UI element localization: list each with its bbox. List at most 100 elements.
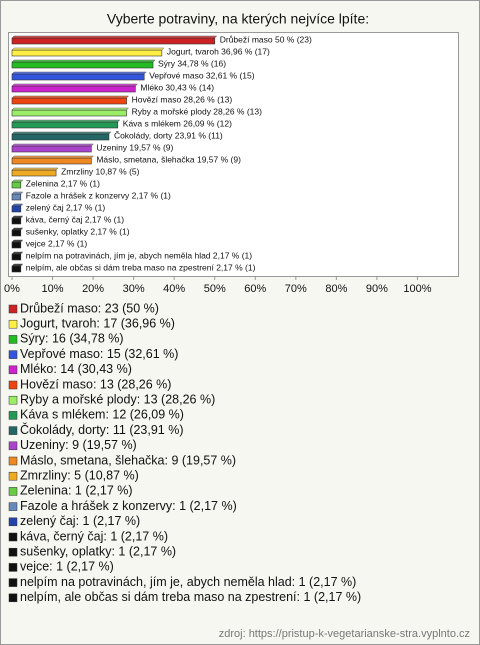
- legend-swatch: [8, 335, 18, 344]
- bar-top: [11, 215, 24, 219]
- legend-label: Fazole a hrášek z konzervy: 1 (2,17 %): [20, 499, 237, 513]
- bar: [11, 49, 163, 57]
- bar-label: Čokolády, dorty 23,91 % (11): [114, 130, 223, 140]
- bar-label: Mléko 30,43 % (14): [140, 82, 214, 92]
- x-tick-label: 40%: [163, 283, 185, 295]
- bar: [11, 73, 145, 81]
- bar: [11, 109, 127, 117]
- x-tick-label: 50%: [204, 283, 226, 295]
- bar: [11, 229, 22, 237]
- legend-label: Káva s mlékem: 12 (26,09 %): [20, 408, 184, 422]
- legend-swatch: [8, 441, 18, 451]
- legend-label: Drůbeží maso: 23 (50 %): [20, 301, 159, 315]
- bar-top: [11, 167, 59, 171]
- legend-swatch: [8, 487, 18, 496]
- bar-top: [11, 143, 94, 147]
- legend-label: Čokolády, dorty: 11 (23,91 %): [20, 422, 184, 437]
- legend-label: Máslo, smetana, šlehačka: 9 (19,57 %): [20, 453, 236, 467]
- legend-label: Hovězí maso: 13 (28,26 %): [20, 377, 171, 391]
- bar-top: [11, 71, 147, 75]
- legend-swatch: [8, 471, 18, 481]
- bar: [11, 133, 110, 141]
- bar-top: [11, 251, 24, 255]
- bar-label: Máslo, smetana, šlehačka 19,57 % (9): [96, 154, 241, 164]
- bar-top: [11, 35, 218, 39]
- bar-top: [11, 47, 165, 51]
- legend-label: sušenky, oplatky: 1 (2,17 %): [20, 544, 176, 558]
- bar: [11, 193, 22, 201]
- bar-label: Uzeniny 19,57 % (9): [96, 142, 173, 152]
- bar-label: Hovězí maso 28,26 % (13): [132, 94, 233, 104]
- legend-label: Mléko: 14 (30,43 %): [20, 362, 132, 376]
- bar-label: nelpím, ale občas si dám treba maso na z…: [26, 262, 256, 272]
- bar: [11, 121, 119, 129]
- legend-swatch: [8, 502, 18, 511]
- bar-top: [11, 155, 94, 159]
- bar-top: [11, 95, 130, 99]
- bar: [11, 181, 22, 189]
- bar-top: [11, 263, 24, 267]
- bar-label: Sýry 34,78 % (16): [158, 58, 226, 68]
- x-tick-label: 80%: [325, 283, 347, 295]
- legend-swatch: [8, 517, 18, 527]
- bar-label: káva, černý čaj 2,17 % (1): [26, 214, 124, 224]
- x-tick-label: 100%: [403, 283, 431, 295]
- x-tick-label: 30%: [123, 283, 145, 295]
- legend-swatch: [8, 380, 18, 390]
- x-tick-label: 60%: [244, 283, 266, 295]
- legend-swatch: [8, 578, 18, 587]
- x-tick-label: 0%: [4, 283, 20, 295]
- bar-top: [11, 119, 121, 123]
- x-tick-label: 70%: [285, 283, 307, 295]
- bar-label: Zelenina 2,17 % (1): [26, 178, 100, 188]
- legend-swatch: [8, 411, 18, 420]
- bar: [11, 157, 92, 165]
- bar-label: Ryby a mořské plody 28,26 % (13): [132, 106, 263, 116]
- legend-swatch: [8, 426, 18, 435]
- legend-label: Zelenina: 1 (2,17 %): [20, 484, 133, 498]
- source: zdroj: https://pristup-k-vegetarianske-s…: [219, 628, 470, 640]
- legend-swatch: [8, 563, 18, 572]
- bar: [11, 253, 22, 261]
- bar-label: Zmrzliny 10,87 % (5): [61, 166, 140, 176]
- bar-top: [11, 83, 138, 87]
- bar: [11, 145, 92, 153]
- bar-label: vejce 2,17 % (1): [26, 238, 88, 248]
- bar: [11, 85, 136, 93]
- bar: [11, 265, 22, 273]
- bar-label: Káva s mlékem 26,09 % (12): [123, 118, 232, 128]
- bar-label: nelpím na potravinách, jím je, abych nem…: [26, 250, 252, 260]
- legend-label: zelený čaj: 1 (2,17 %): [20, 514, 140, 528]
- bar: [11, 61, 154, 69]
- bar: [11, 205, 22, 213]
- bar-top: [11, 239, 24, 243]
- bar-label: Jogurt, tvaroh 36,96 % (17): [167, 46, 270, 56]
- bar-top: [11, 131, 112, 135]
- bar-top: [11, 203, 24, 207]
- bar-top: [11, 107, 130, 111]
- legend-label: Jogurt, tvaroh: 17 (36,96 %): [20, 316, 175, 330]
- legend-swatch: [8, 319, 18, 329]
- legend-label: Ryby a mořské plody: 13 (28,26 %): [20, 392, 215, 406]
- bar: [11, 217, 22, 225]
- bar-label: Vepřové maso 32,61 % (15): [149, 70, 255, 80]
- bar: [11, 37, 216, 45]
- x-tick-label: 20%: [82, 283, 104, 295]
- legend-label: nelpím, ale občas si dám treba maso na z…: [20, 590, 361, 604]
- bar: [11, 97, 127, 105]
- bar-label: zelený čaj 2,17 % (1): [26, 202, 106, 212]
- legend-label: Vepřové maso: 15 (32,61 %): [20, 347, 178, 361]
- bar-label: Drůbeží maso 50 % (23): [220, 34, 312, 44]
- legend-label: Zmrzliny: 5 (10,87 %): [20, 468, 139, 482]
- x-tick-label: 90%: [366, 283, 388, 295]
- legend-label: vejce: 1 (2,17 %): [20, 560, 114, 574]
- bar-top: [11, 227, 24, 231]
- legend-swatch: [8, 593, 18, 603]
- legend-swatch: [8, 532, 18, 542]
- legend-label: nelpím na potravinách, jím je, abych nem…: [20, 575, 356, 589]
- bar: [11, 169, 57, 177]
- chart-title: Vyberte potraviny, na kterých nejvíce lp…: [107, 11, 369, 27]
- legend-swatch: [8, 456, 18, 466]
- bar-label: sušenky, oplatky 2,17 % (1): [26, 226, 130, 236]
